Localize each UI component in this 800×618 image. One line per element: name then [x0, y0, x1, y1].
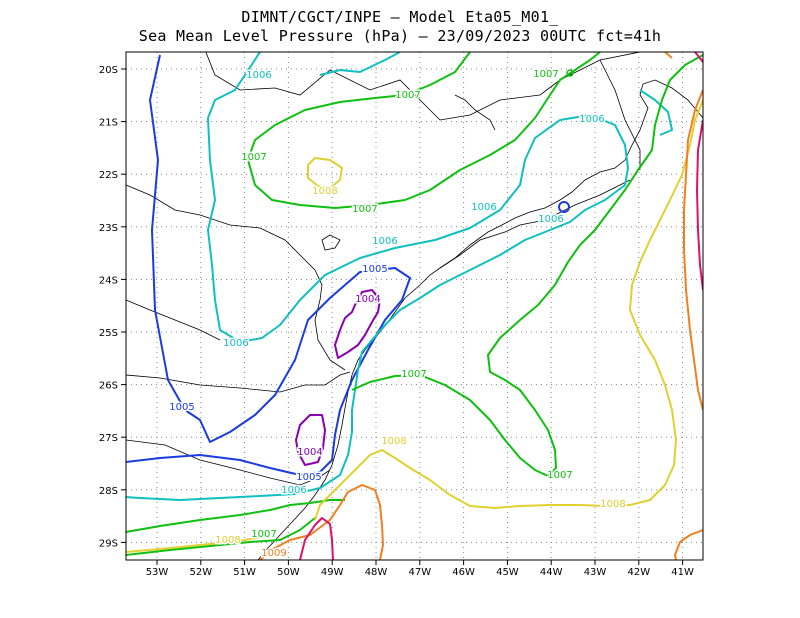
state-border-sc-rs: [126, 439, 331, 486]
isobar-1006-east: [639, 89, 673, 136]
contour-label-1005: 1005: [362, 264, 387, 275]
isobar-1005-main: [126, 54, 411, 476]
lat-tick-label: 29S: [99, 538, 118, 549]
lat-tick-label: 23S: [99, 223, 118, 234]
latitude-axis-labels: 20S 21S 22S 23S 24S 25S 26S 27S 28S 29S: [99, 65, 118, 549]
contour-label-1006: 1006: [579, 114, 604, 125]
isobar-1007-west: [247, 52, 601, 209]
contour-label-1006: 1006: [471, 202, 496, 213]
isobar-1004-north: [334, 289, 381, 359]
isobar-1009-south: [259, 484, 384, 560]
isobar-1008-north: [307, 157, 343, 189]
isobar-1009-top: [664, 52, 673, 59]
river-parana: [126, 299, 221, 341]
coastline: [257, 79, 703, 560]
isobar-1010-top: [694, 52, 703, 63]
contour-label-1007: 1007: [401, 369, 426, 380]
contour-label-1005: 1005: [169, 402, 194, 413]
lon-tick-label: 52W: [189, 567, 212, 578]
lat-tick-label: 20S: [99, 65, 118, 76]
lon-tick-label: 44W: [540, 567, 563, 578]
reservoir: [321, 234, 341, 251]
isobar-1007-small: [566, 69, 574, 77]
contour-label-1005: 1005: [296, 472, 321, 483]
state-border-sp-pr: [126, 184, 346, 371]
isobar-1007-south: [126, 499, 345, 533]
lon-tick-label: 42W: [627, 567, 650, 578]
lat-tick-label: 27S: [99, 433, 118, 444]
lon-tick-label: 48W: [365, 567, 388, 578]
isobar-1004-south: [295, 414, 326, 466]
lon-tick-label: 43W: [584, 567, 607, 578]
coastline-and-borders: [126, 52, 703, 560]
isobar-1007-east: [351, 54, 703, 477]
lon-tick-label: 51W: [233, 567, 256, 578]
lon-tick-label: 47W: [408, 567, 431, 578]
contour-label-1007: 1007: [352, 204, 377, 215]
isobar-1007-southb: [126, 517, 316, 556]
lon-tick-label: 46W: [452, 567, 475, 578]
map-title-line1: DIMNT/CGCT/INPE – Model Eta05_M01_: [241, 8, 559, 26]
contour-label-1007: 1007: [241, 152, 266, 163]
contour-label-1007: 1007: [395, 90, 420, 101]
contour-label-1004: 1004: [355, 294, 380, 305]
contour-label-1008: 1008: [600, 499, 625, 510]
lon-tick-label: 49W: [321, 567, 344, 578]
state-border-mg-sp: [205, 52, 641, 121]
isobar-contours: [126, 52, 703, 560]
lat-tick-label: 28S: [99, 486, 118, 497]
lon-tick-label: 53W: [146, 567, 169, 578]
isobar-1010-south: [299, 517, 334, 560]
contour-label-1004: 1004: [297, 447, 322, 458]
lat-tick-label: 25S: [99, 328, 118, 339]
lon-tick-label: 45W: [496, 567, 519, 578]
isobar-1008-south: [126, 535, 269, 553]
lake-east: [454, 94, 496, 131]
lat-tick-label: 21S: [99, 118, 118, 129]
contour-label-1008: 1008: [215, 535, 240, 546]
map-title-line2: Sea Mean Level Pressure (hPa) – 23/09/20…: [138, 27, 662, 45]
isobar-1009-se: [674, 529, 703, 560]
contour-label-1006: 1006: [281, 485, 306, 496]
contour-labels: 1006 1007 1007 1007 1008 1007 1006 1006 1006 1006…: [168, 68, 627, 561]
lon-tick-label: 41W: [671, 567, 694, 578]
contour-label-1006: 1006: [372, 236, 397, 247]
state-border-sp-rj: [439, 179, 631, 269]
contour-label-1006: 1006: [246, 70, 271, 81]
state-border-pr-sc: [126, 371, 351, 393]
lat-tick-label: 26S: [99, 381, 118, 392]
contour-label-1006: 1006: [538, 214, 563, 225]
isobar-1006-west: [126, 52, 629, 501]
longitude-axis-labels: 53W 52W 51W 50W 49W 48W 47W 46W 45W 44W 43W 42W 41W: [146, 567, 694, 578]
contour-label-1009: 1009: [261, 548, 286, 559]
contour-label-1006: 1006: [223, 338, 248, 349]
contour-label-1008: 1008: [381, 436, 406, 447]
lat-tick-label: 22S: [99, 170, 118, 181]
isobar-1005-small: [558, 201, 570, 213]
map-frame: [125, 51, 704, 561]
contour-label-1008: 1008: [312, 186, 337, 197]
contour-label-1007: 1007: [533, 69, 558, 80]
state-border-mg-es: [599, 59, 641, 170]
axis-ticks: [121, 68, 684, 565]
isobar-1008-east: [314, 99, 703, 521]
contour-label-1007: 1007: [251, 529, 276, 540]
isobar-1010-east: [696, 119, 703, 291]
contour-label-1007: 1007: [547, 470, 572, 481]
lat-tick-label: 24S: [99, 275, 118, 286]
isobar-1006-top: [319, 52, 401, 76]
lon-tick-label: 50W: [277, 567, 300, 578]
isobar-1009-east: [683, 89, 703, 411]
